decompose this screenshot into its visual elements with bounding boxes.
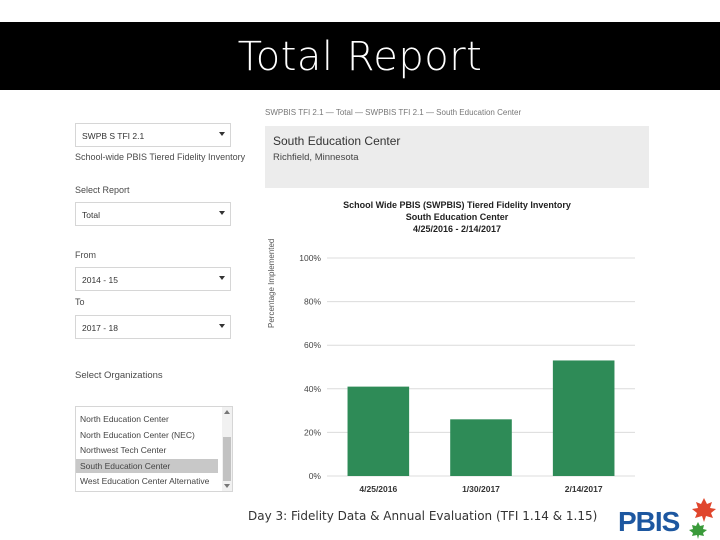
chart-date-range: 4/25/2016 - 2/14/2017 (412, 224, 502, 234)
list-item[interactable]: Northwest Tech Center (80, 445, 167, 455)
report-select-value: Total (82, 210, 100, 220)
bar (347, 386, 410, 476)
from-select[interactable]: 2014 - 15 (75, 267, 231, 291)
organization-location: Richfield, Minnesota (273, 152, 359, 163)
chart-title: School Wide PBIS (SWPBIS) Tiered Fidelit… (343, 200, 571, 210)
organizations-label: Select Organizations (75, 370, 163, 381)
from-label: From (75, 250, 96, 260)
bar (552, 360, 615, 476)
chevron-down-icon (219, 211, 225, 215)
bar (450, 419, 512, 476)
y-tick-label: 20% (304, 427, 321, 437)
title-bar: Total Report (0, 22, 720, 90)
y-tick-label: 80% (304, 297, 321, 307)
y-tick-label: 100% (299, 253, 321, 263)
logo-text: PBIS (618, 506, 680, 537)
list-item[interactable]: West Education Center Alternative (80, 476, 210, 486)
scroll-up-icon[interactable] (224, 410, 230, 414)
scroll-down-icon[interactable] (224, 484, 230, 488)
y-tick-label: 40% (304, 384, 321, 394)
list-item-selected[interactable]: South Education Center (76, 459, 218, 473)
report-screenshot: SWPBIS TFI 2.1 — Total — SWPBIS TFI 2.1 … (67, 90, 653, 510)
chart-subtitle: South Education Center (405, 212, 509, 222)
organizations-list[interactable]: North Education Center North Education C… (75, 406, 233, 492)
y-tick-label: 60% (304, 340, 321, 350)
organization-name: South Education Center (273, 134, 401, 148)
breadcrumb: SWPBIS TFI 2.1 — Total — SWPBIS TFI 2.1 … (265, 108, 522, 117)
slide-footer: Day 3: Fidelity Data & Annual Evaluation… (248, 509, 598, 523)
to-select-value: 2017 - 18 (82, 323, 118, 333)
from-select-value: 2014 - 15 (82, 275, 118, 285)
chevron-down-icon (219, 132, 225, 136)
x-tick-label: 2/14/2017 (565, 484, 603, 494)
scroll-thumb[interactable] (223, 437, 231, 481)
survey-select-value: SWPB S TFI 2.1 (82, 131, 145, 141)
x-tick-label: 4/25/2016 (359, 484, 397, 494)
pbis-logo: PBIS (616, 492, 720, 540)
report-select[interactable]: Total (75, 202, 231, 226)
survey-caption: School-wide PBIS Tiered Fidelity Invento… (75, 152, 246, 162)
survey-select[interactable]: SWPB S TFI 2.1 (75, 123, 231, 147)
to-label: To (75, 297, 85, 307)
list-item[interactable]: North Education Center (NEC) (80, 430, 195, 440)
slide-title: Total Report (237, 34, 483, 80)
leaf-icon (689, 498, 716, 539)
to-select[interactable]: 2017 - 18 (75, 315, 231, 339)
chevron-down-icon (219, 324, 225, 328)
chevron-down-icon (219, 276, 225, 280)
list-item[interactable]: North Education Center (80, 414, 169, 424)
report-label: Select Report (75, 185, 130, 195)
y-tick-label: 0% (309, 471, 322, 481)
organization-panel: South Education Center Richfield, Minnes… (265, 126, 649, 188)
x-tick-label: 1/30/2017 (462, 484, 500, 494)
bar-chart: 0% 20% 40% 60% 80% 100% 4/25/2016 1/30/2017 2/14… (299, 253, 635, 494)
scrollbar[interactable] (222, 407, 232, 491)
